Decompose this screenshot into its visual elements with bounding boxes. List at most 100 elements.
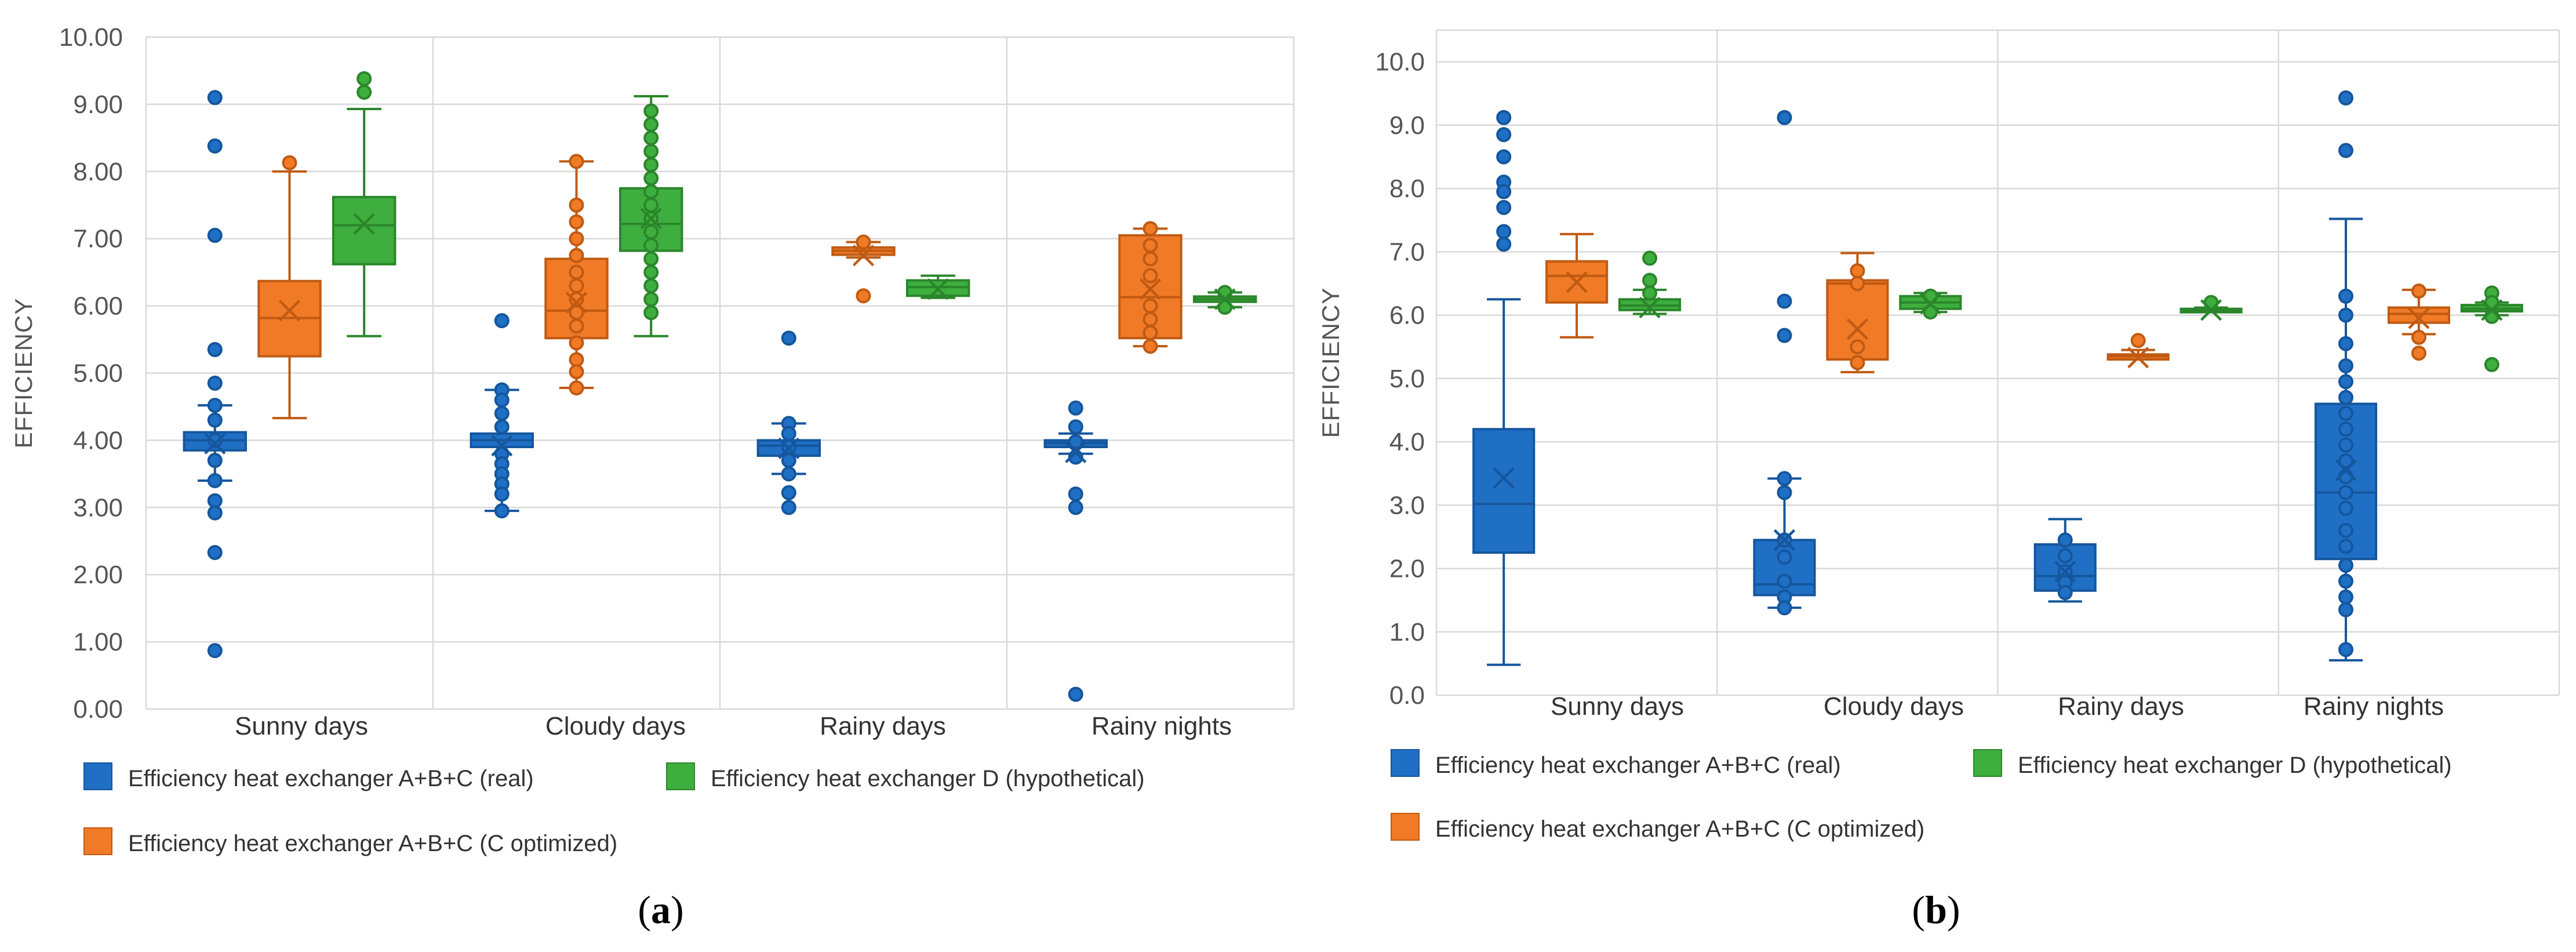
data-point — [781, 500, 796, 515]
data-point — [2338, 539, 2353, 554]
mean-marker — [1639, 296, 1661, 319]
data-point — [1777, 471, 1792, 486]
data-point — [1143, 251, 1158, 267]
mean-marker — [1566, 271, 1588, 293]
box-1-3 — [1118, 221, 1183, 354]
data-point — [569, 380, 584, 395]
y-axis-label: EFFICIENCY — [10, 298, 37, 449]
panel-label-part: ( — [638, 888, 651, 932]
box-1-1 — [544, 154, 609, 395]
box-0-3 — [2314, 90, 2378, 662]
legend-swatch — [83, 827, 112, 855]
mean-marker — [1919, 293, 1941, 315]
data-point — [282, 155, 297, 170]
mean-marker — [2054, 561, 2076, 583]
data-point — [207, 643, 223, 659]
mean-marker — [2200, 299, 2222, 321]
box-0-0 — [183, 90, 248, 659]
data-point — [2338, 558, 2353, 573]
chart-panel-a: 0.00 1.00 2.00 3.00 4.00 5.00 6.00 7.00 8.00 9.00… — [10, 23, 1295, 932]
box-0-3 — [1043, 400, 1108, 702]
legend-swatch — [1391, 749, 1420, 777]
data-point — [1777, 549, 1792, 565]
category-label: Rainy nights — [2304, 692, 2444, 721]
data-point — [1642, 250, 1658, 266]
data-point — [1143, 238, 1158, 253]
legend-swatch — [666, 762, 695, 790]
data-point — [2411, 346, 2426, 361]
legend-item: Efficiency heat exchanger A+B+C (real) — [1391, 749, 1841, 778]
legend-label: Efficiency heat exchanger D (hypothetica… — [711, 766, 1145, 791]
data-point — [1777, 485, 1792, 500]
data-point — [569, 264, 584, 280]
data-point — [2338, 602, 2353, 617]
data-point — [2411, 329, 2426, 345]
box-0-1 — [470, 313, 534, 519]
data-point — [643, 170, 659, 186]
data-point — [1496, 224, 1512, 239]
box-0-2 — [756, 330, 821, 515]
legend-label: Efficiency heat exchanger A+B+C (C optim… — [1435, 816, 1924, 842]
data-point — [1496, 184, 1512, 199]
data-point — [643, 305, 659, 321]
data-point — [781, 330, 796, 346]
data-point — [207, 433, 223, 448]
panel-label-part: b — [1925, 888, 1947, 932]
data-point — [569, 214, 584, 230]
y-tick-label: 10.0 — [1375, 48, 1425, 77]
data-point — [494, 486, 510, 502]
data-point — [1777, 293, 1792, 309]
data-point — [2338, 90, 2353, 106]
data-point — [2130, 333, 2146, 348]
mean-marker — [2335, 459, 2357, 481]
data-point — [781, 426, 796, 441]
mean-marker — [1846, 318, 1868, 340]
y-tick-label: 5.0 — [1389, 365, 1425, 393]
data-point — [1777, 110, 1792, 125]
category-label: Cloudy days — [1824, 692, 1964, 721]
data-point — [1217, 285, 1233, 300]
mean-marker — [2127, 347, 2149, 369]
y-tick-label: 2.00 — [73, 561, 123, 589]
data-point — [643, 103, 659, 119]
data-point — [1923, 304, 1938, 320]
box-2-0 — [1618, 250, 1682, 319]
data-point — [1850, 263, 1865, 279]
box-iqr — [332, 195, 396, 266]
data-point — [1777, 600, 1792, 616]
data-point — [1068, 486, 1083, 502]
chart-panel-b: 0.0 1.0 2.0 3.0 4.0 5.0 6.0 7.0 8.0 9.0 10.0 EFFICI… — [1317, 29, 2560, 932]
data-point — [494, 406, 510, 422]
data-point — [2338, 500, 2353, 516]
data-point — [207, 544, 223, 560]
data-point — [2057, 585, 2073, 601]
data-point — [569, 278, 584, 293]
data-point — [207, 398, 223, 413]
data-point — [1496, 237, 1512, 252]
data-point — [1068, 400, 1083, 416]
data-point — [569, 248, 584, 263]
data-point — [1068, 500, 1083, 515]
category-label: Sunny days — [235, 712, 368, 740]
data-point — [494, 392, 510, 408]
data-point — [207, 493, 223, 508]
data-point — [2338, 307, 2353, 323]
data-point — [781, 453, 796, 468]
data-point — [207, 227, 223, 243]
data-point — [1143, 325, 1158, 340]
data-point — [781, 466, 796, 482]
panel-label-part: ( — [1912, 888, 1925, 932]
data-point — [569, 335, 584, 351]
data-point — [2338, 336, 2353, 351]
mean-marker — [927, 278, 949, 300]
data-point — [2338, 422, 2353, 437]
y-tick-label: 4.00 — [73, 426, 123, 455]
y-tick-label: 6.0 — [1389, 301, 1425, 330]
mean-marker — [1214, 288, 1236, 310]
y-tick-label: 8.00 — [73, 158, 123, 186]
data-point — [2338, 437, 2353, 453]
data-point — [643, 251, 659, 267]
y-axis-label: EFFICIENCY — [1317, 288, 1344, 438]
data-point — [207, 375, 223, 391]
